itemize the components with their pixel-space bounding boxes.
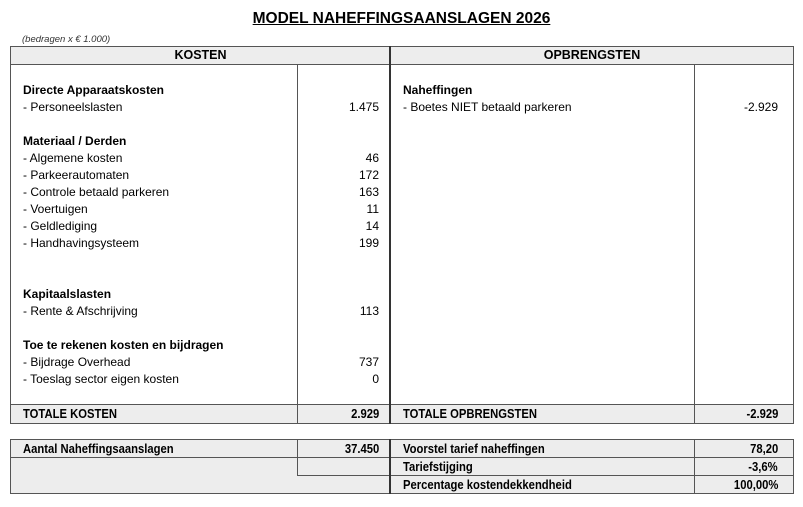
section-heading: Kapitaalslasten — [23, 287, 112, 301]
line-item-value: 11 — [366, 202, 379, 216]
tarief-value: 78,20 — [749, 442, 778, 456]
total-opbrengsten-label: TOTALE OPBRENGSTEN — [403, 407, 537, 421]
divider — [389, 404, 391, 424]
line-item-value: 172 — [358, 168, 379, 182]
line-item-value: -2.929 — [743, 100, 778, 114]
divider — [297, 475, 390, 476]
total-kosten-value: 2.929 — [350, 407, 379, 421]
divider — [694, 439, 695, 494]
aantal-value: 37.450 — [344, 442, 379, 456]
total-opbrengsten-value: -2.929 — [746, 407, 778, 421]
page-title: MODEL NAHEFFINGSAANSLAGEN 2026 — [252, 10, 551, 27]
line-item-value: 737 — [358, 355, 379, 369]
section-heading: Directe Apparaatskosten — [23, 83, 164, 97]
line-item-label: - Rente & Afschrijving — [23, 304, 138, 318]
divider — [10, 457, 390, 458]
line-item-label: - Controle betaald parkeren — [23, 185, 170, 199]
line-item-label: - Toeslag sector eigen kosten — [23, 372, 179, 386]
opbrengsten-header: OPBRENGSTEN — [390, 46, 794, 65]
divider — [694, 64, 695, 424]
line-item-label: - Voertuigen — [23, 202, 88, 216]
line-item-label: - Handhavingsysteem — [23, 236, 140, 250]
dekking-value: 100,00% — [733, 478, 778, 492]
divider — [390, 457, 794, 458]
line-item-label: - Bijdrage Overhead — [23, 355, 131, 369]
line-item-value: 113 — [359, 304, 379, 318]
stijging-label: Tariefstijging — [403, 460, 473, 474]
line-item-value: 46 — [365, 151, 379, 165]
line-item-label: - Boetes NIET betaald parkeren — [403, 100, 572, 114]
line-item-value: 163 — [358, 185, 379, 199]
total-kosten-label: TOTALE KOSTEN — [23, 407, 117, 421]
divider — [694, 404, 695, 424]
dekking-label: Percentage kostendekkendheid — [403, 478, 572, 492]
kosten-header: KOSTEN — [10, 46, 391, 65]
summary-table — [10, 439, 794, 494]
aantal-label: Aantal Naheffingsaanslagen — [23, 442, 174, 456]
line-item-value: 1.475 — [348, 100, 379, 114]
line-item-label: - Parkeerautomaten — [23, 168, 130, 182]
line-item-label: - Personeelslasten — [23, 100, 123, 114]
divider — [389, 46, 391, 424]
line-item-value: 0 — [372, 372, 379, 386]
section-heading: Naheffingen — [403, 83, 473, 97]
tarief-label: Voorstel tarief naheffingen — [403, 442, 545, 456]
divider — [297, 439, 298, 475]
divider — [390, 475, 794, 476]
totals-row — [10, 404, 794, 424]
amounts-note: (bedragen x € 1.000) — [22, 34, 111, 45]
divider — [297, 64, 298, 424]
line-item-value: 199 — [358, 236, 379, 250]
line-item-label: - Algemene kosten — [23, 151, 123, 165]
line-item-value: 14 — [365, 219, 379, 233]
divider — [389, 439, 391, 494]
section-heading: Toe te rekenen kosten en bijdragen — [23, 338, 224, 352]
stijging-value: -3,6% — [748, 460, 778, 474]
section-heading: Materiaal / Derden — [23, 134, 127, 148]
divider — [297, 404, 298, 424]
line-item-label: - Geldlediging — [23, 219, 98, 233]
